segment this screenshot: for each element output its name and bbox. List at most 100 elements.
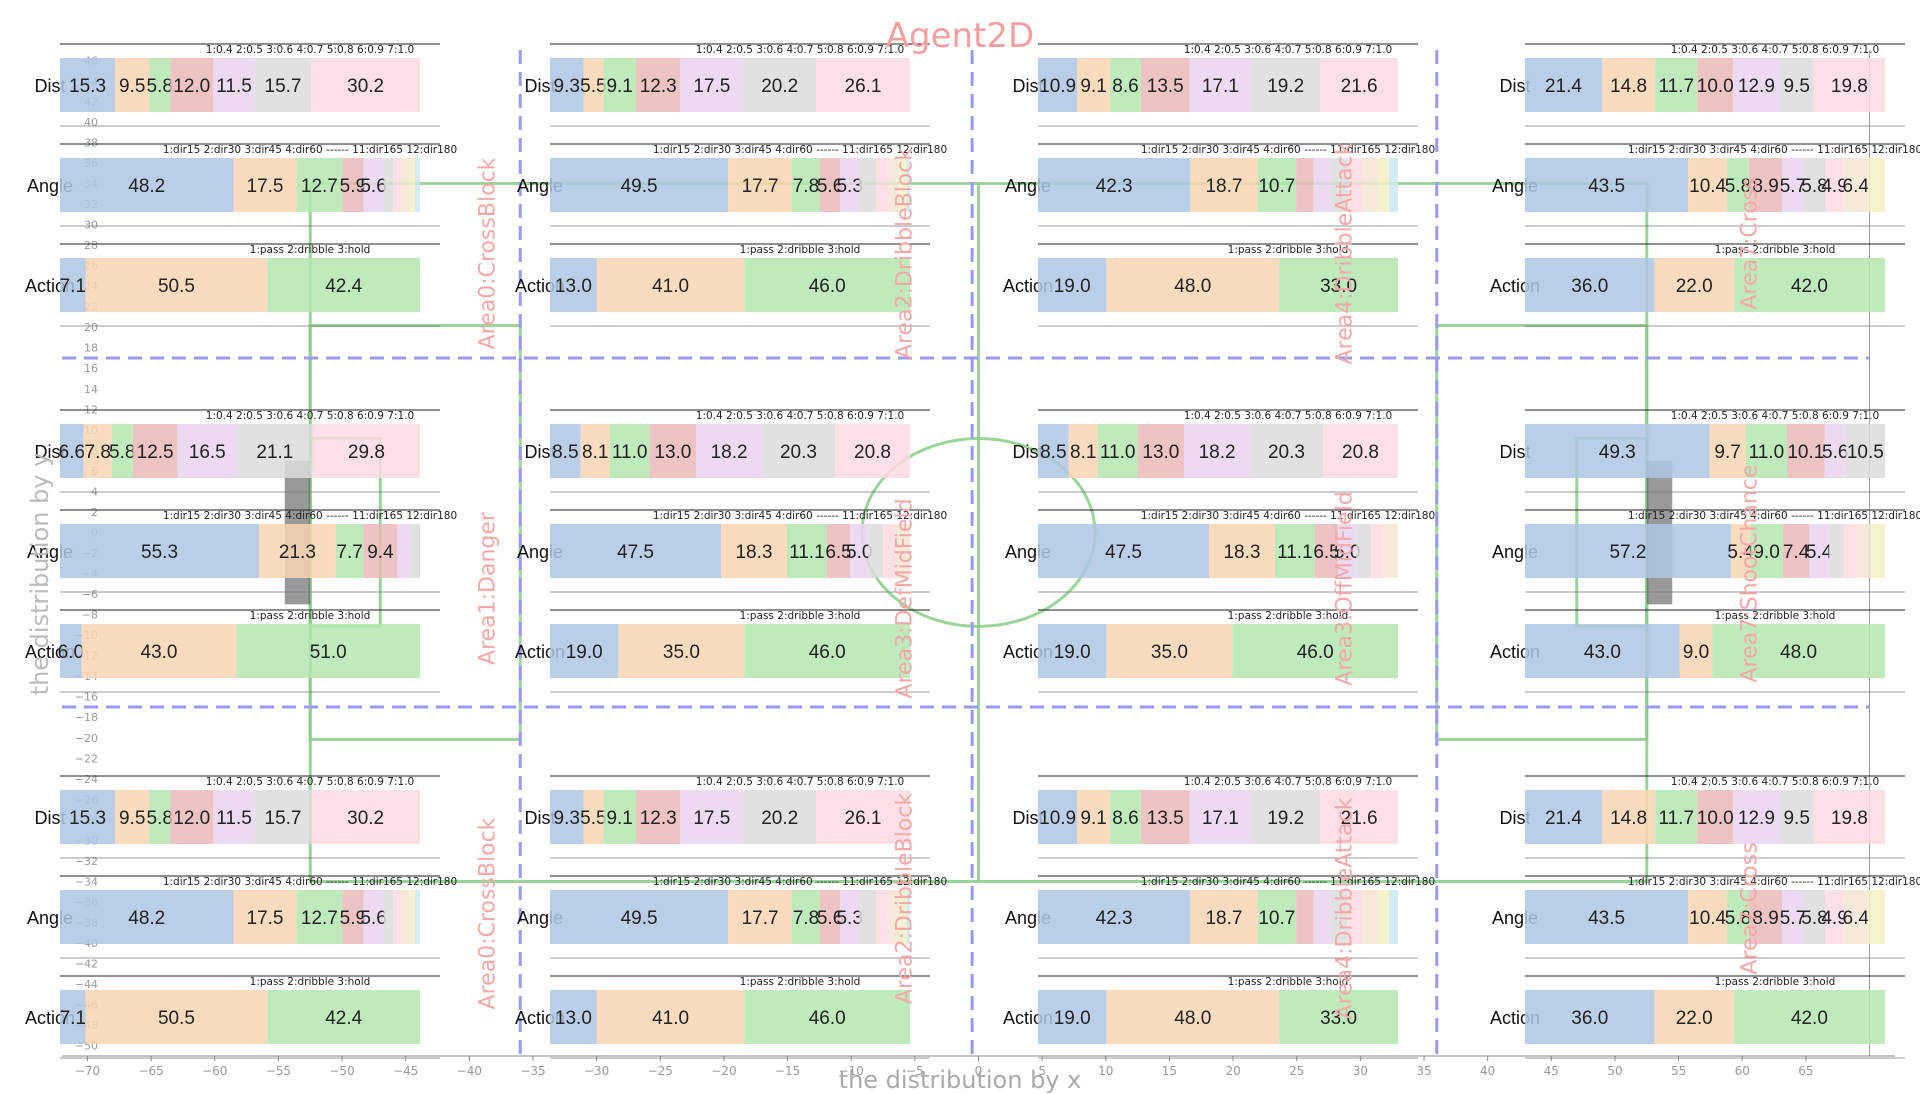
dist-bar-segment: [1097, 424, 1138, 478]
angle-value-label: 5.7: [1780, 176, 1806, 197]
dist-legend: 1:0.4 2:0.5 3:0.6 4:0.7 5:0.8 6:0.9 7:1.…: [1671, 776, 1879, 788]
angle-legend: 1:dir15 2:dir30 3:dir45 4:dir60 ------ 1…: [653, 144, 947, 156]
dist-bar-segment: [312, 424, 420, 478]
dist-bar-segment: [550, 790, 584, 844]
dist-bar-segment: [680, 790, 744, 844]
dist-bar-segment: [1697, 58, 1734, 112]
panel-p13: 1:0.4 2:0.5 3:0.6 4:0.7 5:0.8 6:0.9 7:1.…: [1490, 409, 1920, 693]
angle-legend: 1:dir15 2:dir30 3:dir45 4:dir60 ------ 1…: [1628, 510, 1920, 522]
angle-legend: 1:dir15 2:dir30 3:dir45 4:dir60 ------ 1…: [163, 510, 457, 522]
angle-bar-segment: [1377, 158, 1389, 212]
action-legend: 1:pass 2:dribble 3:hold: [250, 610, 371, 622]
dist-value-label: 13.5: [1147, 76, 1184, 97]
angle-value-label: 5.3: [836, 908, 862, 929]
angle-bar-segment: [397, 524, 410, 578]
angle-legend: 1:dir15 2:dir30 3:dir45 4:dir60 ------ 1…: [163, 876, 457, 888]
angle-bar-segment: [383, 890, 393, 944]
dist-bar-segment: [1251, 58, 1321, 112]
angle-value-label: 9.0: [1753, 542, 1779, 563]
action-bar-segment: [60, 624, 82, 678]
x-tick-label: −45: [393, 1064, 418, 1078]
angle-bar-segment: [1209, 524, 1275, 578]
dist-value-label: 18.2: [711, 442, 748, 463]
angle-bar-segment: [414, 158, 420, 212]
angle-bar-segment: [1356, 524, 1372, 578]
angle-bar-segment: [895, 524, 910, 578]
distribution-panels: 1:0.4 2:0.5 3:0.6 4:0.7 5:0.8 6:0.9 7:1.…: [25, 43, 1920, 1059]
panel-p10: 1:0.4 2:0.5 3:0.6 4:0.7 5:0.8 6:0.9 7:1.…: [25, 409, 457, 693]
dist-bar-segment: [254, 58, 312, 112]
angle-value-label: 47.5: [617, 542, 654, 563]
dist-bar-segment: [115, 790, 150, 844]
action-bar-segment: [1679, 624, 1713, 678]
dist-value-label: 9.1: [606, 76, 632, 97]
angle-bar-segment: [1782, 158, 1804, 212]
dist-value-label: 16.5: [189, 442, 226, 463]
dist-bar-segment: [177, 424, 237, 478]
dist-bar-segment: [311, 58, 420, 112]
angle-bar-segment: [1825, 890, 1844, 944]
action-bar-segment: [1106, 990, 1280, 1044]
dist-value-label: 11.0: [1100, 442, 1136, 463]
action-value-label: 33.0: [1320, 1008, 1357, 1029]
angle-bar-segment: [728, 890, 792, 944]
dist-value-label: 11.5: [216, 76, 252, 97]
angle-bar-segment: [1190, 158, 1258, 212]
angle-bar-segment: [383, 158, 393, 212]
dist-bar-segment: [1038, 790, 1078, 844]
action-bar-segment: [1525, 990, 1655, 1044]
x-tick-label: −20: [711, 1064, 736, 1078]
x-tick-label: −30: [584, 1064, 609, 1078]
dist-bar-segment: [1110, 790, 1141, 844]
dist-value-label: 21.4: [1545, 76, 1582, 97]
action-bar-segment: [744, 258, 910, 312]
angle-bar-segment: [1377, 890, 1389, 944]
dist-value-label: 18.2: [1199, 442, 1236, 463]
action-value-label: 19.0: [1054, 642, 1091, 663]
dist-bar-segment: [170, 790, 214, 844]
action-legend: 1:pass 2:dribble 3:hold: [1228, 976, 1349, 988]
panel-p02: 1:0.4 2:0.5 3:0.6 4:0.7 5:0.8 6:0.9 7:1.…: [1003, 43, 1435, 327]
dist-value-label: 5.8: [147, 808, 173, 829]
soccer-field: [284, 181, 1673, 883]
panel-p01: 1:0.4 2:0.5 3:0.6 4:0.7 5:0.8 6:0.9 7:1.…: [515, 43, 947, 327]
angle-bar-segment: [1843, 524, 1857, 578]
angle-bar-segment: [1525, 524, 1731, 578]
dist-value-label: 10.0: [1697, 808, 1734, 829]
action-value-label: 48.0: [1174, 1008, 1211, 1029]
x-tick-label: −35: [520, 1064, 545, 1078]
panel-p12: 1:0.4 2:0.5 3:0.6 4:0.7 5:0.8 6:0.9 7:1.…: [1003, 409, 1435, 693]
angle-bar-segment: [1389, 890, 1398, 944]
angle-value-label: 7.8: [793, 176, 819, 197]
angle-bar-segment: [1313, 890, 1331, 944]
angle-value-label: 8.9: [1752, 176, 1778, 197]
angle-bar-segment: [233, 890, 297, 944]
angle-value-label: 48.2: [128, 908, 165, 929]
action-bar-segment: [1038, 624, 1107, 678]
x-tick-label: 55: [1671, 1064, 1686, 1078]
dist-value-label: 7.8: [85, 442, 111, 463]
y-tick-label: −44: [75, 978, 98, 991]
angle-value-label: 4.9: [1821, 908, 1847, 929]
dist-row-label: Dist: [1013, 442, 1044, 462]
dist-value-label: 29.8: [348, 442, 385, 463]
angle-bar-segment: [409, 158, 415, 212]
angle-bar-segment: [233, 158, 297, 212]
action-value-label: 51.0: [310, 642, 347, 663]
dist-value-label: 11.5: [216, 808, 252, 829]
panel-p22: 1:0.4 2:0.5 3:0.6 4:0.7 5:0.8 6:0.9 7:1.…: [1003, 775, 1435, 1059]
dist-value-label: 20.2: [761, 76, 798, 97]
x-tick-label: −65: [138, 1064, 163, 1078]
dist-bar-segment: [1249, 424, 1324, 478]
angle-bar-segment: [791, 890, 820, 944]
angle-value-label: 42.3: [1096, 176, 1133, 197]
dist-value-label: 21.1: [256, 442, 293, 463]
dist-bar-segment: [1140, 790, 1190, 844]
angle-bar-segment: [60, 890, 234, 944]
action-bar-segment: [1279, 990, 1398, 1044]
action-bar-segment: [1733, 990, 1885, 1044]
action-bar-segment: [550, 624, 619, 678]
action-value-label: 13.0: [555, 276, 592, 297]
y-tick-label: 14: [84, 383, 98, 396]
action-legend: 1:pass 2:dribble 3:hold: [1715, 976, 1836, 988]
